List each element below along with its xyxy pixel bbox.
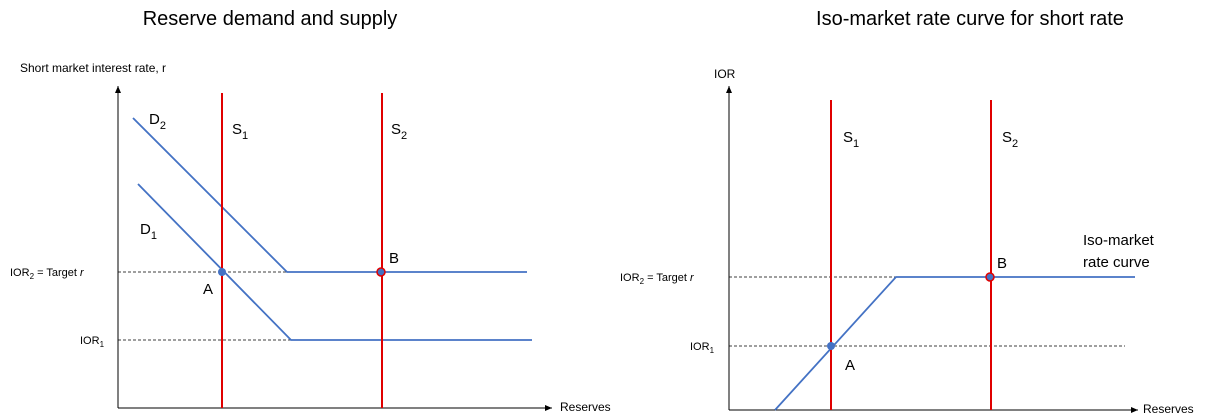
iso-curve: [774, 276, 1135, 411]
label: IOR1: [690, 341, 715, 355]
y-axis-label: IOR: [714, 67, 736, 81]
label: S2: [391, 121, 407, 142]
right-panel: Iso-market rate curve for short rate IOR…: [620, 8, 1194, 416]
label: IOR2 = Target r: [10, 267, 85, 281]
label: A: [845, 357, 855, 374]
point: [376, 267, 386, 277]
x-axis-label: Reserves: [1143, 402, 1194, 416]
label: IOR2 = Target r: [620, 272, 695, 286]
label: S2: [1002, 129, 1018, 150]
x-axis-label: Reserves: [560, 400, 611, 414]
label: S1: [232, 121, 248, 142]
label: B: [389, 250, 399, 267]
label: S1: [843, 129, 859, 150]
label: B: [997, 255, 1007, 272]
label: Iso-market: [1083, 232, 1155, 249]
demand-curve: [137, 183, 532, 341]
left-panel: Reserve demand and supply Short market i…: [10, 8, 611, 414]
label: rate curve: [1083, 254, 1150, 271]
point: [827, 342, 835, 350]
label: D1: [140, 221, 157, 242]
label: A: [203, 281, 213, 298]
title: Iso-market rate curve for short rate: [816, 8, 1124, 30]
label: D2: [149, 111, 166, 132]
demand-curve: [132, 117, 527, 273]
point: [985, 272, 995, 282]
label: IOR1: [80, 335, 105, 349]
point: [218, 268, 226, 276]
title: Reserve demand and supply: [143, 8, 398, 30]
y-axis-label: Short market interest rate, r: [20, 61, 166, 75]
